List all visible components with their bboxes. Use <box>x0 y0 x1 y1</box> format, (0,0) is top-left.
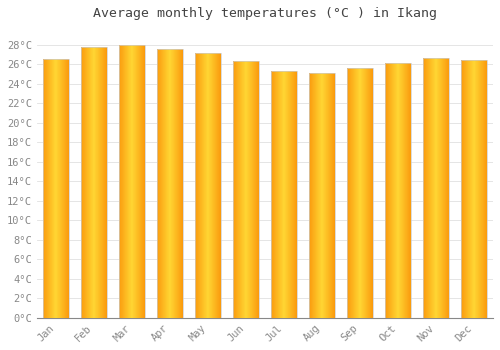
Bar <box>232 61 259 318</box>
Bar <box>194 52 221 318</box>
Bar <box>422 58 450 318</box>
Title: Average monthly temperatures (°C ) in Ikang: Average monthly temperatures (°C ) in Ik… <box>93 7 437 20</box>
Bar <box>346 68 374 318</box>
Bar <box>80 47 107 318</box>
Bar <box>42 60 69 318</box>
Bar <box>118 45 145 318</box>
Bar <box>270 71 297 318</box>
Bar <box>460 61 487 318</box>
Bar <box>308 73 336 318</box>
Bar <box>384 63 411 318</box>
Bar <box>156 49 183 318</box>
